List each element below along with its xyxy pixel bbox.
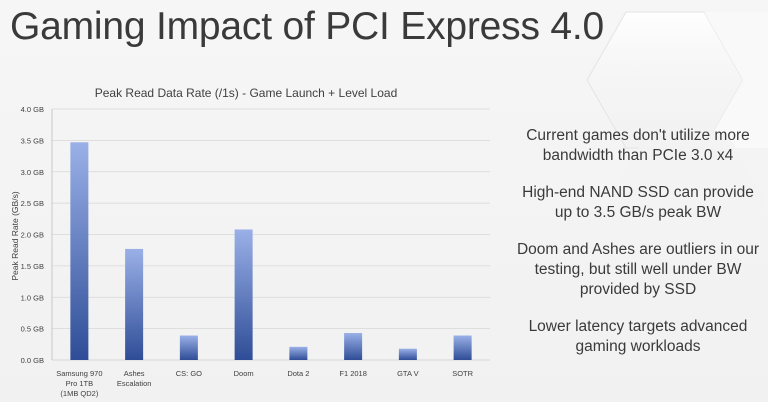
x-tick-label: Samsung 970 Pro 1TB (1MB QD2) bbox=[56, 369, 102, 398]
chart-title: Peak Read Data Rate (/1s) - Game Launch … bbox=[95, 86, 398, 100]
x-tick-label: Ashes Escalation bbox=[117, 369, 152, 388]
bar bbox=[289, 346, 308, 360]
x-tick-label-line: Escalation bbox=[117, 379, 152, 388]
x-tick-label: GTA V bbox=[397, 369, 419, 378]
label-layer: 0.0 GB 0.5 GB 1.0 GB 1.5 GB 2.0 GB 2.5 GB 3.0 … bbox=[21, 105, 474, 398]
chart-container: Peak Read Data Rate (/1s) - Game Launch … bbox=[0, 78, 500, 402]
bar bbox=[453, 335, 472, 360]
takeaways-list: Current games don't utilize more bandwid… bbox=[515, 126, 761, 374]
y-tick-label: 0.0 GB bbox=[21, 356, 44, 365]
bar bbox=[398, 348, 417, 360]
x-tick-label-line: Dota 2 bbox=[287, 369, 309, 378]
y-tick-label: 4.0 GB bbox=[21, 105, 44, 114]
bar bbox=[179, 335, 198, 360]
bar-chart: Peak Read Data Rate (/1s) - Game Launch … bbox=[10, 86, 490, 398]
y-tick-label: 3.0 GB bbox=[21, 168, 44, 177]
x-tick-label-line: Pro 1TB bbox=[66, 379, 94, 388]
x-tick-label: Doom bbox=[234, 369, 254, 378]
hexagon-background-graphic bbox=[586, 11, 768, 268]
takeaway-item: Current games don't utilize more bandwid… bbox=[526, 127, 750, 164]
y-tick-label: 2.5 GB bbox=[21, 199, 44, 208]
x-tick-label: CS: GO bbox=[176, 369, 202, 378]
x-tick-label: Dota 2 bbox=[287, 369, 309, 378]
y-tick-label: 1.0 GB bbox=[21, 293, 44, 302]
bar bbox=[125, 248, 144, 360]
y-tick-label: 3.5 GB bbox=[21, 136, 44, 145]
y-axis-label: Peak Read Rate (GB/s) bbox=[10, 191, 20, 280]
x-tick-label-line: CS: GO bbox=[176, 369, 202, 378]
x-tick-label-line: Doom bbox=[234, 369, 254, 378]
x-tick-label-line: GTA V bbox=[397, 369, 419, 378]
bar bbox=[234, 229, 253, 360]
bar bbox=[344, 333, 363, 360]
x-tick-label: SOTR bbox=[452, 369, 473, 378]
slide-title: Gaming Impact of PCI Express 4.0 bbox=[10, 5, 605, 48]
x-tick-label-line: Samsung 970 bbox=[56, 369, 102, 378]
x-tick-label-line: F1 2018 bbox=[339, 369, 367, 378]
x-tick-label-line: Ashes bbox=[124, 369, 145, 378]
takeaway-item: Doom and Ashes are outliers in our testi… bbox=[516, 241, 760, 298]
bar bbox=[70, 142, 89, 360]
x-tick-label-line: (1MB QD2) bbox=[60, 389, 98, 398]
x-tick-label: F1 2018 bbox=[339, 369, 367, 378]
y-tick-label: 0.5 GB bbox=[21, 325, 44, 334]
y-tick-label: 2.0 GB bbox=[21, 231, 44, 240]
y-tick-label: 1.5 GB bbox=[21, 262, 44, 271]
x-tick-label-line: SOTR bbox=[452, 369, 473, 378]
takeaway-item: Lower latency targets advanced gaming wo… bbox=[528, 318, 748, 355]
bar-layer bbox=[70, 142, 472, 360]
grid-layer bbox=[51, 108, 490, 361]
takeaway-item: High-end NAND SSD can provide up to 3.5 … bbox=[522, 184, 754, 221]
